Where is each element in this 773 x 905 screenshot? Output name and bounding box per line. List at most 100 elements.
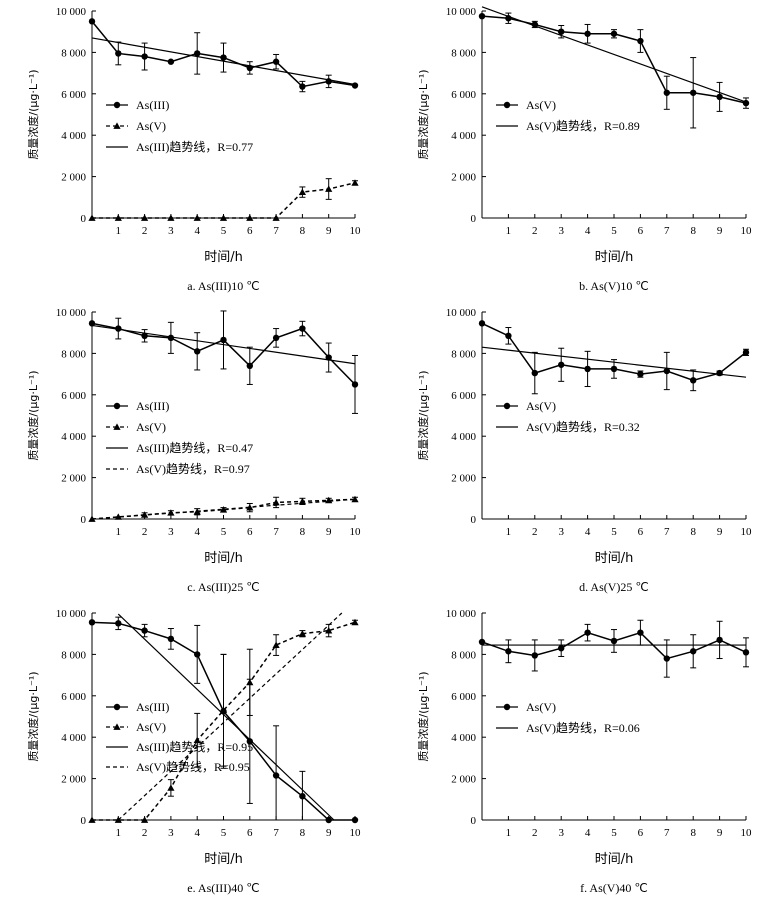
- x-tick-label: 9: [326, 225, 332, 237]
- legend-label: As(V)趋势线，R=0.89: [526, 119, 640, 133]
- y-tick-label: 0: [81, 213, 87, 225]
- x-tick-label: 6: [638, 827, 644, 839]
- x-tick-label: 5: [611, 526, 617, 538]
- data-point: [272, 772, 280, 779]
- data-point: [716, 369, 723, 377]
- data-point: [299, 325, 306, 332]
- data-point: [584, 365, 591, 373]
- legend-item-0: As(V): [496, 98, 556, 112]
- data-point: [637, 37, 644, 45]
- data-point: [505, 332, 512, 340]
- data-point: [742, 349, 750, 356]
- legend-item-2: As(III)趋势线，R=0.77: [106, 140, 253, 154]
- legend-item-1: As(V)趋势线，R=0.32: [496, 420, 640, 434]
- panel-caption: d. As(V)25 ℃: [579, 580, 649, 594]
- data-point: [558, 361, 565, 368]
- y-tick-label: 8 000: [61, 47, 86, 59]
- legend-item-0: As(V): [496, 399, 556, 413]
- data-point: [610, 30, 618, 37]
- series-0: [478, 12, 750, 129]
- series-line: [481, 6, 747, 103]
- chart-panel-d: 0 2 000 4 000 6 000 8 000 10 000 1 2 3 4 5 6 7 8 9 10 时间…: [416, 307, 752, 594]
- data-point: [325, 816, 332, 824]
- series-3: [117, 612, 343, 821]
- series-3: [91, 498, 356, 520]
- data-point: [663, 367, 670, 375]
- x-tick-label: 1: [506, 526, 512, 538]
- series-0: [88, 18, 359, 93]
- x-tick-label: 4: [585, 225, 591, 237]
- data-point: [246, 678, 254, 686]
- legend-marker: [113, 101, 121, 109]
- data-point: [690, 377, 697, 384]
- data-point: [531, 652, 538, 659]
- data-point: [351, 82, 359, 89]
- data-point: [88, 816, 96, 823]
- x-tick-label: 6: [638, 526, 644, 538]
- x-tick-label: 2: [532, 526, 538, 538]
- x-tick-label: 4: [194, 225, 200, 237]
- data-point: [716, 636, 723, 644]
- data-point: [220, 54, 227, 61]
- data-point: [114, 214, 122, 221]
- x-tick-label: 5: [221, 827, 227, 839]
- data-point: [351, 618, 359, 626]
- data-point: [637, 370, 644, 378]
- y-axis-label: 质量浓度/(μg·L⁻¹): [26, 69, 40, 159]
- x-tick-label: 3: [168, 827, 174, 839]
- data-point: [584, 30, 591, 37]
- y-tick-label: 6 000: [451, 390, 476, 402]
- legend-item-2: As(III)趋势线，R=0.95: [106, 740, 253, 754]
- data-point: [325, 185, 333, 192]
- x-tick-label: 5: [611, 827, 617, 839]
- data-point: [351, 179, 359, 186]
- data-point: [663, 655, 670, 662]
- data-point: [272, 214, 280, 221]
- x-tick-label: 9: [326, 827, 332, 839]
- legend-item-3: As(V)趋势线，R=0.97: [106, 462, 250, 476]
- legend-label: As(V)趋势线，R=0.06: [526, 721, 640, 735]
- x-tick-label: 4: [194, 827, 200, 839]
- y-tick-label: 4 000: [61, 431, 86, 443]
- data-point: [742, 649, 750, 656]
- data-point: [351, 495, 359, 503]
- legend-item-1: As(V)趋势线，R=0.06: [496, 721, 640, 735]
- y-tick-label: 6 000: [61, 691, 86, 703]
- legend-marker: [503, 402, 511, 410]
- legend-label: As(V)趋势线，R=0.95: [136, 760, 250, 774]
- data-point: [351, 816, 359, 824]
- y-tick-label: 0: [81, 514, 87, 526]
- data-point: [690, 89, 697, 96]
- data-point: [298, 188, 306, 196]
- y-tick-label: 2 000: [61, 774, 86, 786]
- data-point: [351, 381, 359, 388]
- data-point: [478, 320, 486, 327]
- legend-item-0: As(III): [106, 700, 169, 714]
- x-tick-label: 8: [300, 526, 306, 538]
- x-tick-label: 7: [664, 526, 670, 538]
- data-point: [610, 365, 618, 373]
- data-point: [88, 214, 96, 221]
- legend-item-0: As(V): [496, 700, 556, 714]
- legend-item-1: As(V)趋势线，R=0.89: [496, 119, 640, 133]
- series-line: [92, 182, 356, 219]
- x-tick-label: 8: [300, 225, 306, 237]
- legend-marker: [113, 703, 121, 711]
- y-tick-label: 4 000: [451, 732, 476, 744]
- legend-label: As(V)趋势线，R=0.97: [136, 462, 250, 476]
- legend-label: As(V): [526, 700, 556, 714]
- x-axis-label: 时间/h: [595, 250, 634, 265]
- x-tick-label: 5: [221, 225, 227, 237]
- x-axis-label: 时间/h: [204, 852, 243, 867]
- series-line: [481, 346, 747, 378]
- series-line: [117, 613, 335, 821]
- x-tick-label: 7: [273, 526, 279, 538]
- series-2: [91, 37, 356, 86]
- x-tick-label: 2: [532, 827, 538, 839]
- panel-caption: e. As(III)40 ℃: [187, 881, 259, 895]
- legend-label: As(III): [136, 98, 169, 112]
- y-tick-label: 10 000: [56, 608, 87, 620]
- x-axis-label: 时间/h: [595, 551, 634, 566]
- legend-label: As(III)趋势线，R=0.95: [136, 740, 253, 754]
